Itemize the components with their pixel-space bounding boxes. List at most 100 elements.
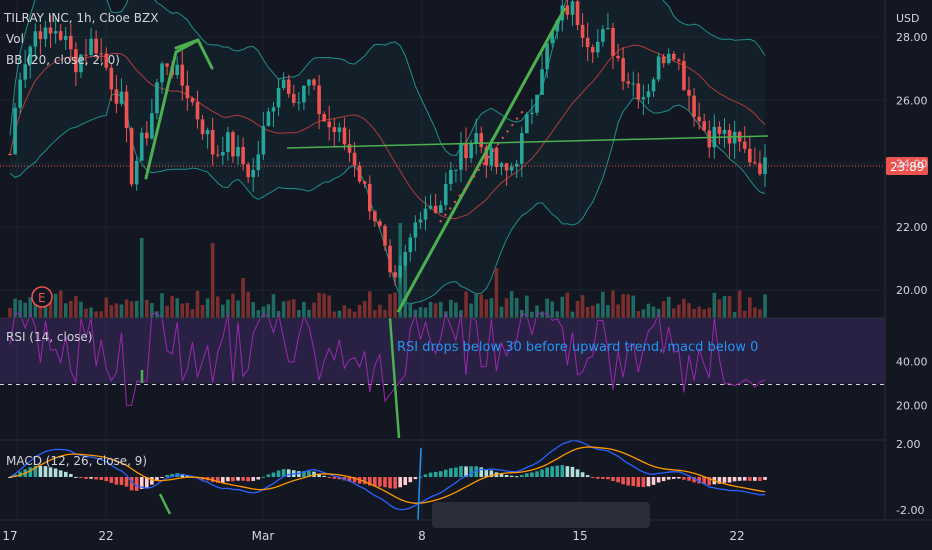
volume-bar [99, 311, 104, 318]
candle-body [393, 272, 397, 278]
volume-bar [636, 311, 641, 318]
candle-body [697, 116, 701, 122]
macd-histogram-bar [661, 477, 666, 482]
grid-lines [0, 0, 885, 520]
candle-body [484, 147, 489, 166]
candle-body [661, 56, 666, 64]
macd-histogram-bar [246, 477, 250, 482]
macd-histogram-bar [145, 477, 149, 488]
macd-tooltip [432, 502, 650, 528]
volume-bar [286, 300, 291, 318]
volume-bar [43, 296, 48, 318]
volume-bar [423, 307, 428, 318]
volume-bar [550, 301, 554, 318]
candle-body [636, 83, 641, 100]
macd-histogram-bar [423, 474, 428, 477]
candle-body [408, 237, 413, 253]
macd-histogram-bar [281, 469, 286, 477]
rsi-axis-ticks: 40.00 20.00 [896, 356, 928, 413]
candle-body [63, 35, 68, 40]
candle-body [753, 162, 757, 164]
volume-bar [84, 308, 88, 318]
earnings-marker-circle[interactable] [31, 286, 53, 308]
candle-body [241, 146, 245, 165]
candle-body [443, 184, 448, 206]
candle-body [236, 146, 240, 157]
candle-body [139, 132, 144, 161]
candle-body [601, 29, 605, 42]
candle-body [261, 125, 266, 155]
rsi-legend[interactable]: RSI (14, close) [6, 330, 92, 344]
macd-histogram-bar [307, 471, 311, 477]
macd-histogram-bar [266, 474, 271, 477]
rsi-tick-label: 40.00 [896, 356, 928, 369]
macd-histogram-bar [185, 475, 190, 477]
candle-body [438, 205, 443, 213]
candle-body [469, 143, 473, 159]
macd-histogram-bar [438, 471, 443, 477]
volume-bar [454, 302, 458, 318]
symbol-title[interactable]: TILRAY INC, 1h, Cboe BZX [3, 11, 158, 25]
candle-body [58, 31, 63, 40]
candle-body [231, 132, 235, 157]
candle-body [707, 130, 712, 148]
volume-bar [231, 293, 235, 318]
macd-histogram-bar [717, 477, 722, 484]
macd-histogram-bar [53, 468, 58, 477]
volume-bar [479, 294, 484, 318]
macd-histogram-bar [489, 470, 494, 477]
volume-bar [94, 311, 98, 318]
volume-bar [530, 311, 534, 318]
price-tick-label: 22.00 [896, 221, 928, 234]
volume-bar [74, 296, 78, 318]
volume-bar [373, 310, 377, 318]
volume-bar [378, 304, 382, 318]
candle-body [266, 111, 271, 126]
volume-bar [322, 293, 326, 318]
candle-body [221, 152, 225, 156]
price-tick-label: 28.00 [896, 31, 928, 44]
candle-body [332, 127, 337, 133]
candle-body [525, 113, 529, 134]
volume-bar [687, 303, 691, 318]
macd-legend[interactable]: MACD (12, 26, close, 9) [6, 454, 147, 468]
macd-histogram-bar [484, 469, 489, 477]
volume-bar [347, 308, 352, 318]
candle-body [205, 130, 210, 135]
candle-body [651, 79, 656, 92]
volume-bar [114, 303, 119, 318]
volume-legend[interactable]: Vol [6, 32, 24, 46]
candle-body [200, 119, 205, 135]
macd-histogram-bar [302, 471, 306, 477]
candle-body [302, 85, 306, 103]
candle-body [18, 79, 22, 108]
macd-histogram-bar [165, 474, 169, 477]
volume-bar [175, 298, 180, 318]
macd-histogram-bar [636, 477, 641, 487]
macd-tick-label: 2.00 [896, 438, 921, 451]
candle-body [286, 79, 291, 94]
candle-body [692, 95, 696, 117]
macd-histogram-bar [575, 469, 580, 477]
volume-bar [428, 302, 433, 318]
candle-body [464, 142, 468, 159]
macd-histogram-bar [256, 477, 261, 480]
volume-bar [732, 311, 737, 318]
volume-bar [195, 290, 200, 318]
volume-bar [580, 295, 585, 318]
macd-histogram-bar [236, 477, 240, 481]
volume-bar [393, 292, 397, 318]
trend-arrow-left [144, 37, 214, 180]
macd-histogram-bar [550, 466, 554, 477]
volume-bar [297, 309, 301, 318]
volume-bar [170, 295, 174, 318]
candle-body [352, 152, 357, 166]
candle-body [449, 169, 453, 185]
bb-legend[interactable]: BB (20, close, 2, 0) [6, 53, 120, 67]
macd-histogram-bar [499, 473, 504, 477]
candle-body [504, 163, 509, 171]
candle-body [595, 41, 600, 53]
macd-histogram-bar [469, 466, 473, 477]
bb-fill [10, 0, 765, 305]
